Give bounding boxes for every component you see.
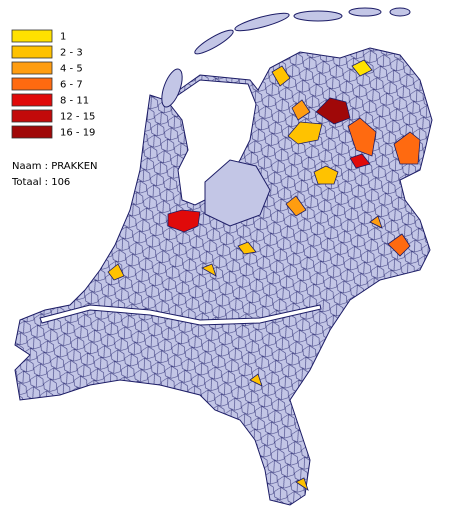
- municipality: [347, 117, 377, 157]
- municipality: [315, 97, 351, 125]
- legend-label: 2 - 3: [60, 48, 83, 59]
- total: Totaal : 106: [11, 177, 70, 188]
- highlighted-municipalities: [107, 59, 421, 491]
- municipality: [349, 153, 371, 169]
- municipality: [167, 209, 201, 233]
- legend-label: 8 - 11: [60, 96, 89, 107]
- municipality: [249, 373, 263, 387]
- municipality: [313, 165, 339, 185]
- legend-label: 12 - 15: [60, 112, 95, 123]
- municipality: [271, 65, 291, 87]
- legend: 1 2 - 3 4 - 5 6 - 7 8 - 11 12 - 15 16 - 19: [11, 29, 95, 139]
- legend-label: 4 - 5: [60, 64, 83, 75]
- legend-swatch: [11, 77, 53, 91]
- municipality: [201, 263, 217, 277]
- legend-swatch: [11, 125, 53, 139]
- legend-swatch: [11, 29, 53, 43]
- municipality: [107, 263, 125, 281]
- legend-swatch: [11, 45, 53, 59]
- municipality: [369, 215, 383, 229]
- legend-label: 1: [60, 32, 66, 43]
- municipality: [295, 477, 309, 491]
- municipality: [237, 241, 257, 255]
- municipality: [393, 131, 421, 165]
- islands: [161, 7, 411, 108]
- legend-swatch: [11, 93, 53, 107]
- legend-label: 16 - 19: [60, 128, 95, 139]
- flevoland: [204, 159, 271, 227]
- surname: Naam : PRAKKEN: [12, 161, 98, 172]
- legend-label: 6 - 7: [60, 80, 83, 91]
- legend-swatch: [11, 61, 53, 75]
- municipality: [285, 195, 307, 217]
- rivers: [39, 304, 322, 326]
- legend-swatch: [11, 109, 53, 123]
- municipality: [287, 121, 323, 145]
- municipality: [291, 99, 311, 121]
- municipality: [351, 59, 373, 77]
- municipality: [387, 233, 411, 257]
